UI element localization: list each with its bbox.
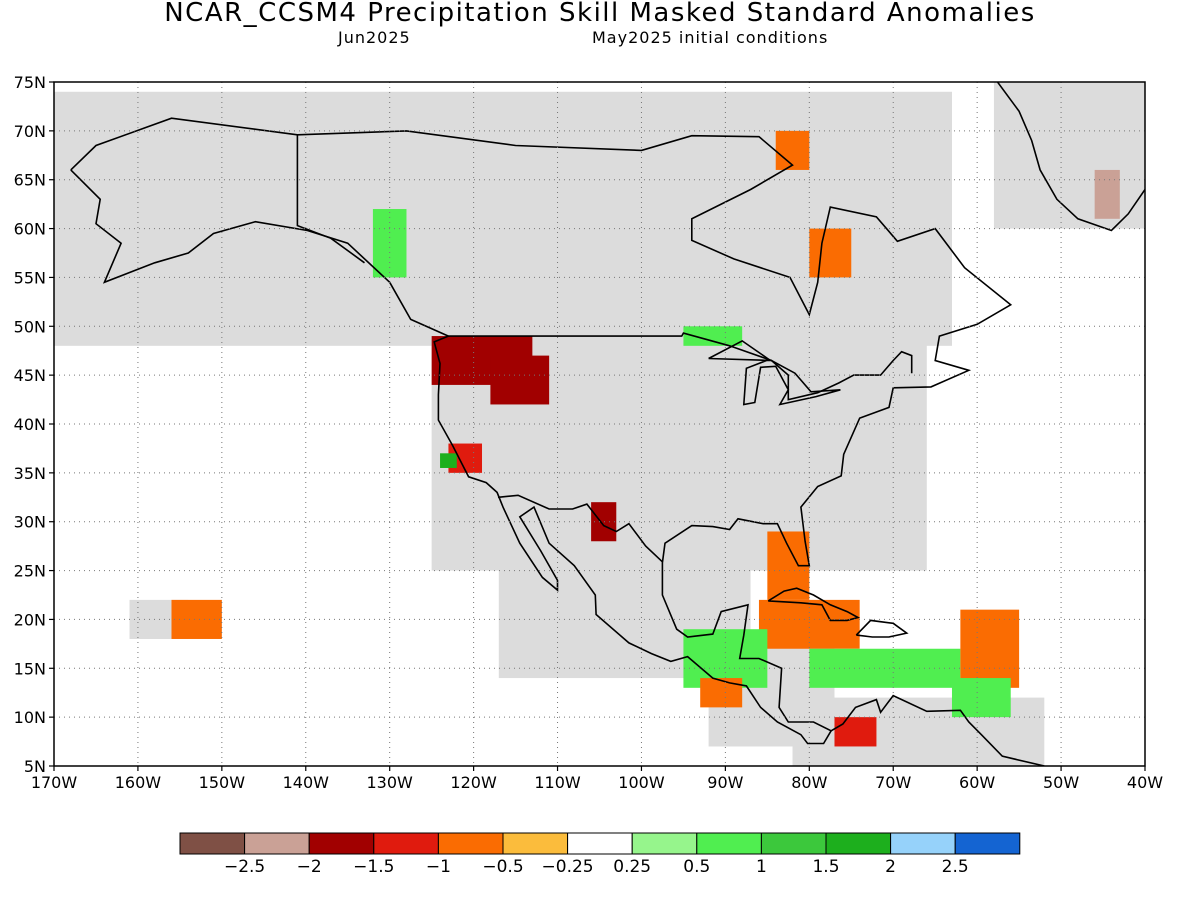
- anomaly-patch-cuba: [758, 599, 860, 649]
- lon-tick-label: 50W: [1043, 773, 1079, 792]
- lat-tick-label: 65N: [14, 171, 46, 190]
- lon-tick-label: 110W: [534, 773, 581, 792]
- lat-tick-label: 30N: [14, 513, 46, 532]
- colorbar-label: 1.5: [812, 857, 839, 877]
- alaska-canada-border: [296, 134, 365, 264]
- colorbar-label: −2: [297, 857, 322, 877]
- colorbar-label: 0.25: [613, 857, 651, 877]
- lon-tick-label: 150W: [199, 773, 246, 792]
- colorbar-swatch: [567, 832, 633, 855]
- north-america-coast: [70, 117, 1013, 745]
- lat-tick-label: 10N: [14, 708, 46, 727]
- greenland-coast: [996, 82, 1145, 232]
- anomaly-patch-greenland-south: [1094, 169, 1120, 219]
- anomaly-patch-colombia: [834, 717, 877, 747]
- lat-tick-label: 35N: [14, 464, 46, 483]
- colorbar-swatch: [890, 832, 956, 855]
- anomaly-patch-baffin-island: [775, 130, 810, 170]
- lat-tick-label: 25N: [14, 562, 46, 581]
- colorbar-label: −1: [426, 857, 451, 877]
- south-america-coast: [830, 694, 1045, 766]
- anomaly-patch-venezuela-coast: [951, 678, 1011, 718]
- lat-tick-label: 70N: [14, 122, 46, 141]
- colorbar-swatch: [179, 832, 246, 855]
- anomaly-patch-southern-alaska: [372, 209, 407, 278]
- colorbar-label: 2.5: [942, 857, 969, 877]
- mask-region-alaska-canada: [54, 91, 952, 346]
- anomaly-patch-labrador: [809, 228, 852, 278]
- lat-tick-label: 60N: [14, 220, 46, 239]
- colorbar-label: 1: [756, 857, 767, 877]
- lon-tick-label: 160W: [115, 773, 162, 792]
- colorbar-label: −0.5: [482, 857, 523, 877]
- anomaly-patch-lesser-antilles: [960, 609, 1020, 688]
- colorbar-swatch: [631, 832, 698, 855]
- colorbar: −2.5 −2 −1.5 −1 −0.5 −0.25 0.25 0.5 1 1.5 2 2.5: [179, 832, 1021, 877]
- lat-tick-label: 45N: [14, 366, 46, 385]
- hispaniola-coast: [855, 619, 909, 638]
- lat-tick-label: 40N: [14, 415, 46, 434]
- chart-title: NCAR_CCSM4 Precipitation Skill Masked St…: [164, 0, 1036, 28]
- anomaly-patch-west-texas: [591, 502, 617, 542]
- lon-tick-label: 100W: [618, 773, 665, 792]
- colorbar-swatch: [760, 832, 827, 855]
- lat-tick-label: 20N: [14, 610, 46, 629]
- anomaly-patch-el-salvador-pacific: [700, 678, 743, 708]
- lon-tick-label: 120W: [450, 773, 497, 792]
- lat-tick-label: 50N: [14, 317, 46, 336]
- colorbar-label: −0.25: [542, 857, 594, 877]
- lon-tick-label: 40W: [1127, 773, 1163, 792]
- anomaly-patch-california-coast: [440, 453, 457, 468]
- colorbar-label: −1.5: [353, 857, 394, 877]
- colorbar-swatch: [308, 832, 375, 855]
- lon-tick-label: 70W: [875, 773, 911, 792]
- lon-tick-label: 140W: [283, 773, 330, 792]
- colorbar-swatch: [696, 832, 762, 855]
- us-canada-border: [448, 332, 913, 401]
- lon-tick-label: 80W: [791, 773, 827, 792]
- colorbar-label: 0.5: [683, 857, 710, 877]
- anomaly-patch-northern-rockies: [490, 355, 550, 405]
- us-mexico-border: [497, 494, 663, 563]
- longitude-axis: 170W 160W 150W 140W 130W 120W 110W 100W 90W 80W 70…: [31, 766, 1163, 792]
- gridlines: [54, 82, 1145, 766]
- initial-conditions: May2025 initial conditions: [592, 28, 829, 47]
- lon-tick-label: 170W: [31, 773, 78, 792]
- colorbar-swatch: [244, 832, 310, 855]
- colorbar-swatch: [825, 832, 892, 855]
- colorbar-label: 2: [885, 857, 896, 877]
- mask-region-greenland: [993, 82, 1145, 229]
- lon-tick-label: 60W: [959, 773, 995, 792]
- colorbar-label: −2.5: [224, 857, 265, 877]
- target-month: Jun2025: [338, 28, 411, 47]
- lon-tick-label: 90W: [707, 773, 743, 792]
- colorbar-swatch: [373, 832, 439, 855]
- colorbar-swatch: [437, 832, 504, 855]
- great-lakes-outline: [708, 339, 841, 406]
- coastline-layer: [70, 82, 1145, 766]
- lon-tick-label: 130W: [367, 773, 414, 792]
- colorbar-swatch: [954, 832, 1021, 855]
- latitude-axis: 75N 70N 65N 60N 55N 50N 45N 40N 35N 30N 25N 20N 15N 1…: [14, 73, 54, 776]
- cuba-coast: [767, 587, 861, 622]
- lat-tick-label: 75N: [14, 73, 46, 92]
- colorbar-swatch: [502, 832, 569, 855]
- lat-tick-label: 15N: [14, 659, 46, 678]
- lat-tick-label: 55N: [14, 268, 46, 287]
- anomaly-patch-hudson-bay-south: [683, 326, 743, 346]
- lat-tick-label: 5N: [24, 757, 46, 776]
